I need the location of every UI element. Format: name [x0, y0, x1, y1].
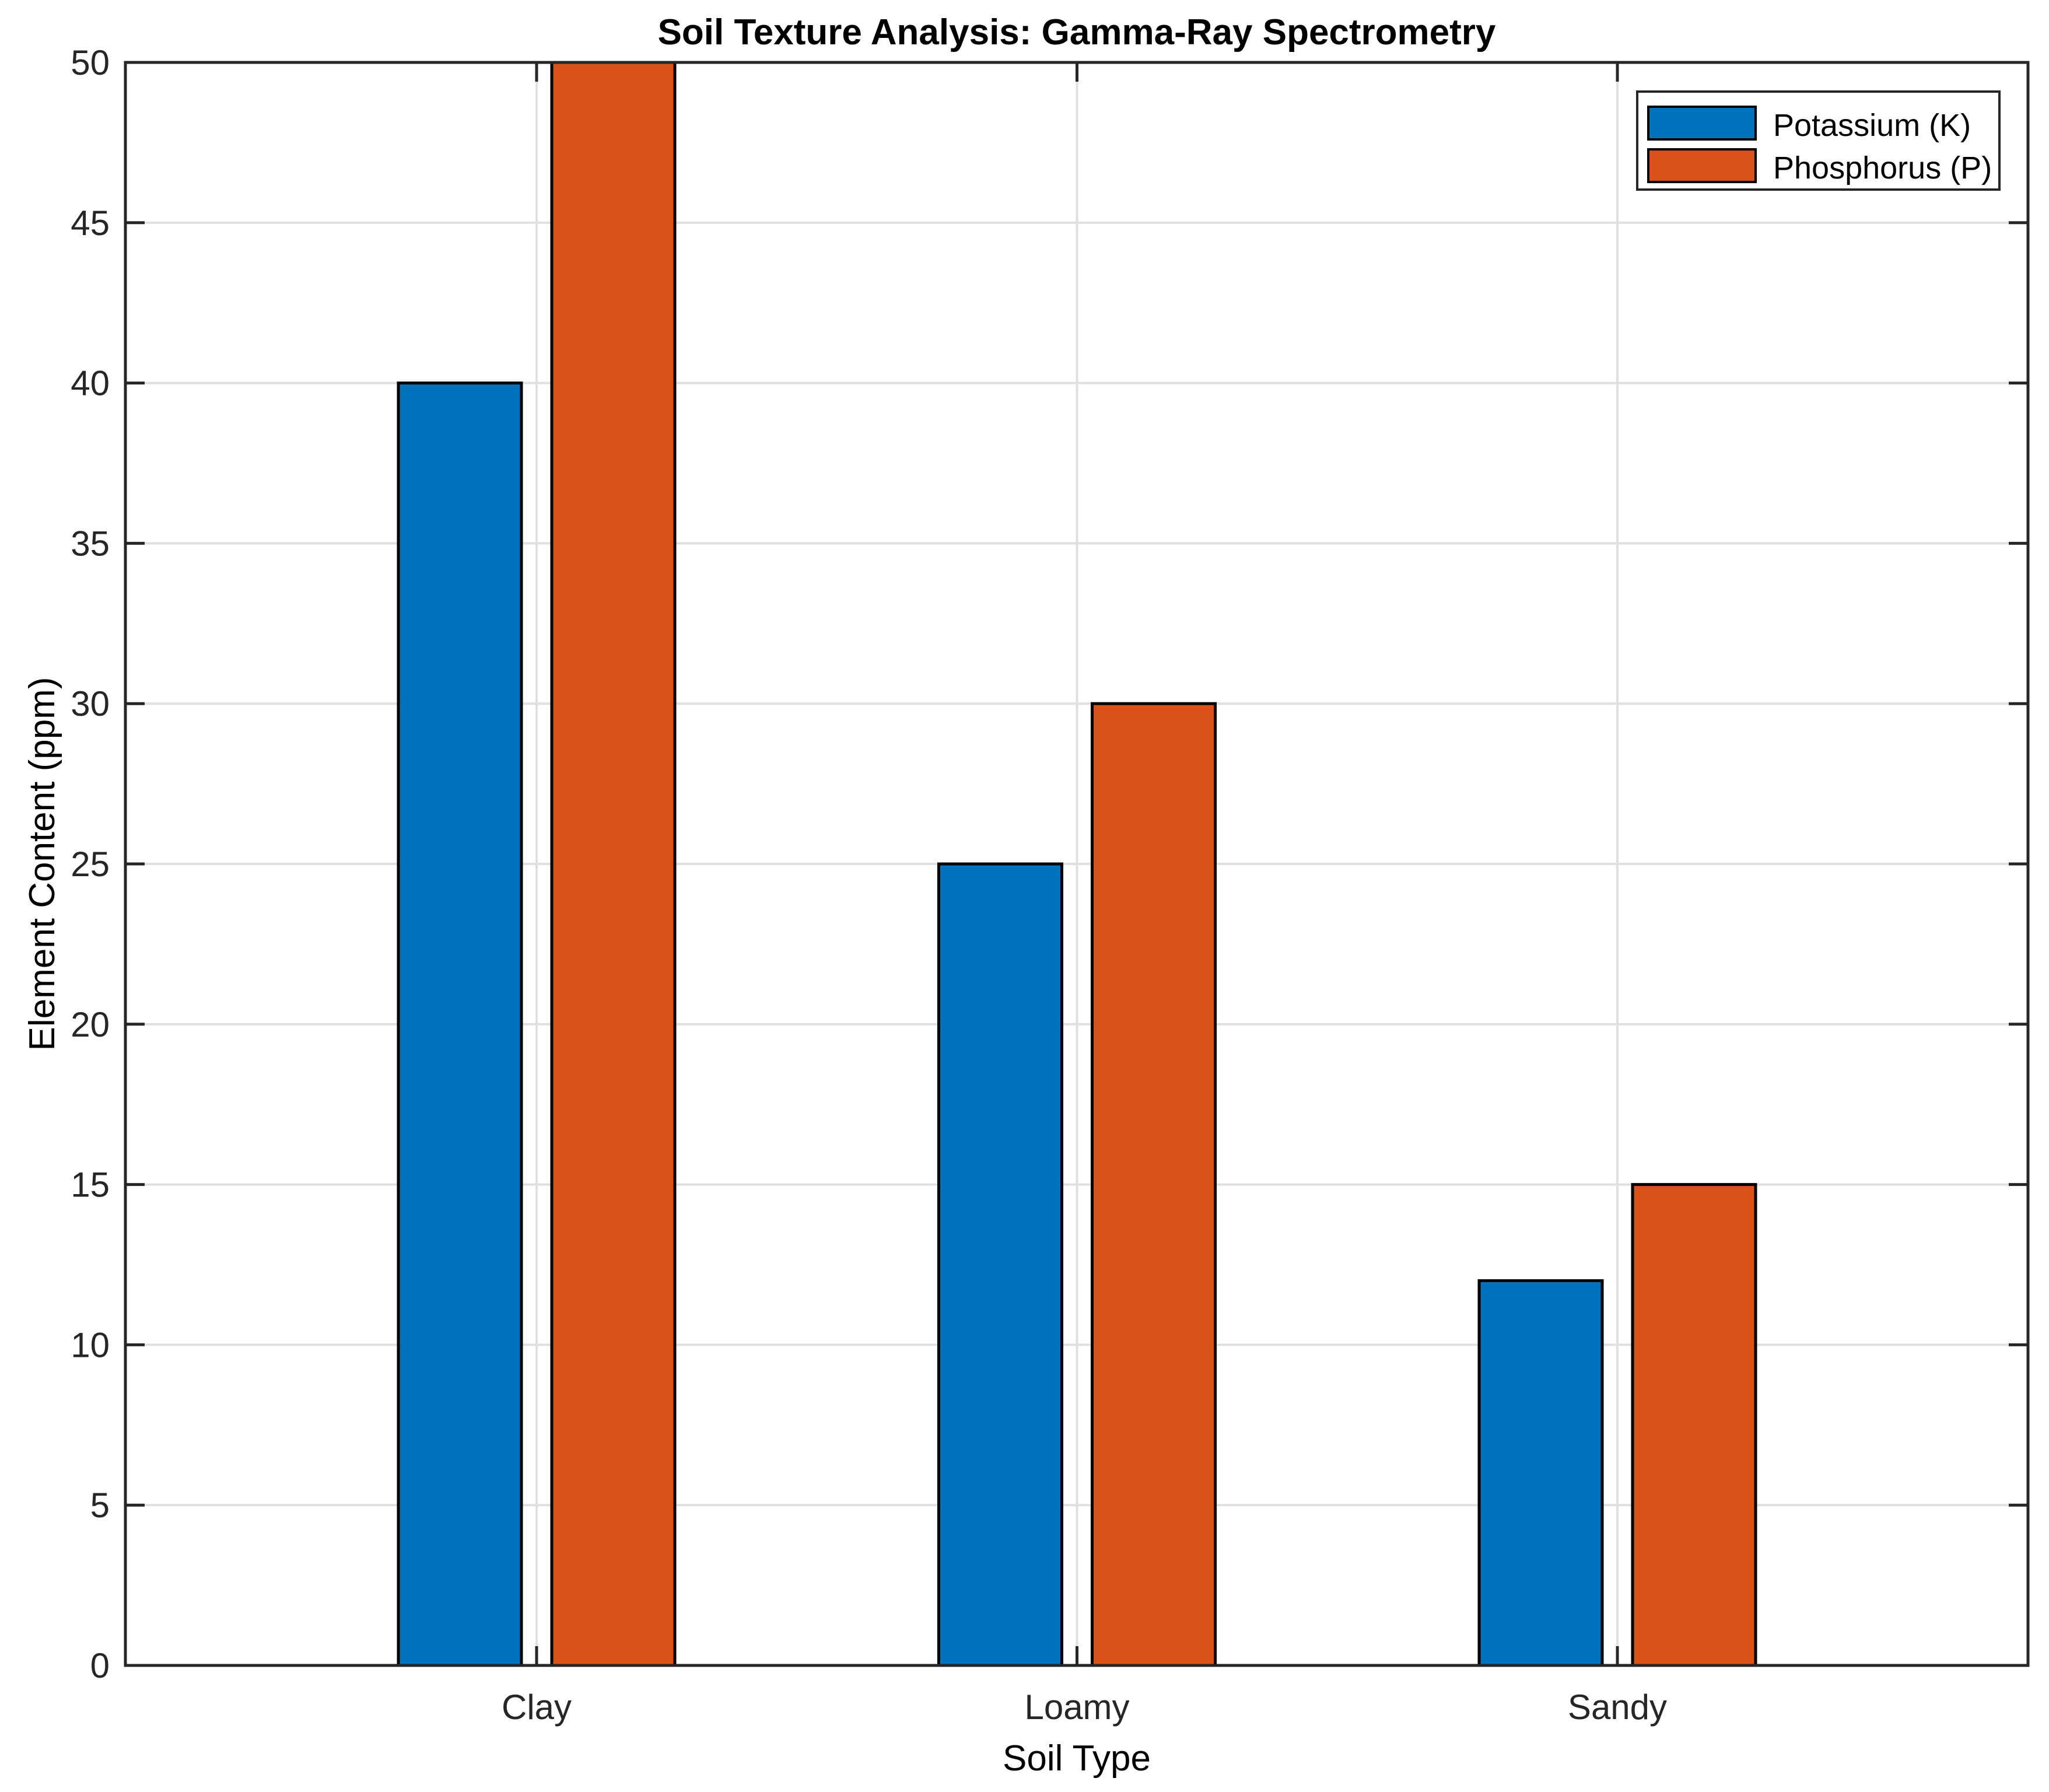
y-tick-label: 10	[71, 1325, 110, 1364]
y-tick-label: 35	[71, 524, 110, 563]
bar-phosphorus-sandy	[1631, 1183, 1757, 1667]
bars	[397, 61, 1757, 1667]
y-tick-label: 0	[90, 1646, 110, 1685]
chart-title: Soil Texture Analysis: Gamma-Ray Spectro…	[658, 12, 1496, 52]
y-tick-label: 15	[71, 1166, 110, 1205]
x-axis-label: Soil Type	[1003, 1738, 1151, 1779]
x-tick-label: Clay	[502, 1688, 572, 1727]
y-tick-label: 20	[71, 1005, 110, 1044]
y-tick-label: 5	[90, 1486, 110, 1525]
legend-label: Phosphorus (P)	[1773, 150, 1992, 186]
y-tick-label: 25	[71, 845, 110, 884]
y-tick-label: 30	[71, 684, 110, 723]
x-tick-label: Loamy	[1024, 1688, 1129, 1727]
y-tick-label: 40	[71, 364, 110, 403]
x-tick-labels: Clay Loamy Sandy	[502, 1688, 1667, 1727]
x-tick-label: Sandy	[1568, 1688, 1667, 1727]
bar-potassium-loamy	[937, 862, 1063, 1667]
y-tick-label: 45	[71, 204, 110, 243]
y-tick-labels: 0 5 10 15 20 25 30 35 40 45 50	[71, 43, 110, 1685]
legend: Potassium (K) Phosphorus (P)	[1636, 90, 2001, 191]
legend-swatch-potassium	[1647, 106, 1757, 141]
bar-potassium-clay	[397, 382, 523, 1667]
legend-label: Potassium (K)	[1773, 108, 1971, 143]
y-axis-label: Element Content (ppm)	[22, 677, 62, 1051]
axis-ticks	[125, 61, 2028, 1667]
legend-swatch-phosphorus	[1647, 148, 1757, 183]
bar-phosphorus-clay	[550, 61, 677, 1667]
y-tick-label: 50	[71, 43, 110, 82]
bar-phosphorus-loamy	[1091, 702, 1217, 1667]
bar-potassium-sandy	[1477, 1279, 1604, 1667]
